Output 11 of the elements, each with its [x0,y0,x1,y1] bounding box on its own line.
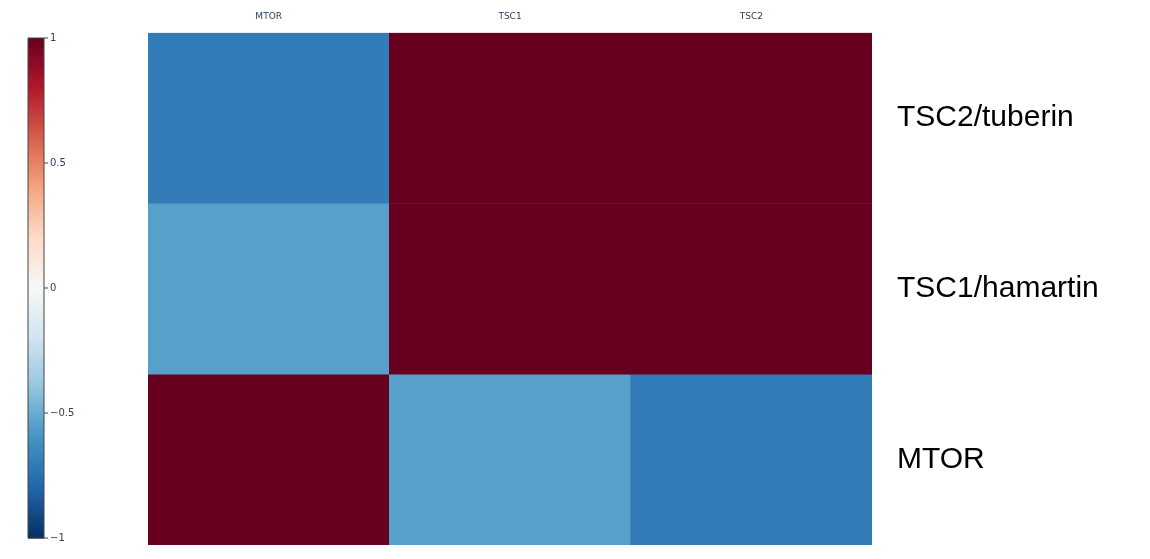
color-bar-label: 0 [50,281,57,293]
x-tick-label: TSC1 [497,10,522,21]
y-tick-label: TSC2/tuberin [897,99,1074,133]
y-tick-label: MTOR [897,440,985,474]
color-bar-label: −1 [50,531,65,543]
y-tick-label: TSC1/hamartin [897,270,1099,304]
color-bar-label: −0.5 [50,406,75,418]
x-tick-label: MTOR [255,10,282,21]
color-bar-label: 1 [50,31,57,43]
color-bar-label: 0.5 [50,156,66,168]
x-tick-label: TSC2 [738,10,763,21]
